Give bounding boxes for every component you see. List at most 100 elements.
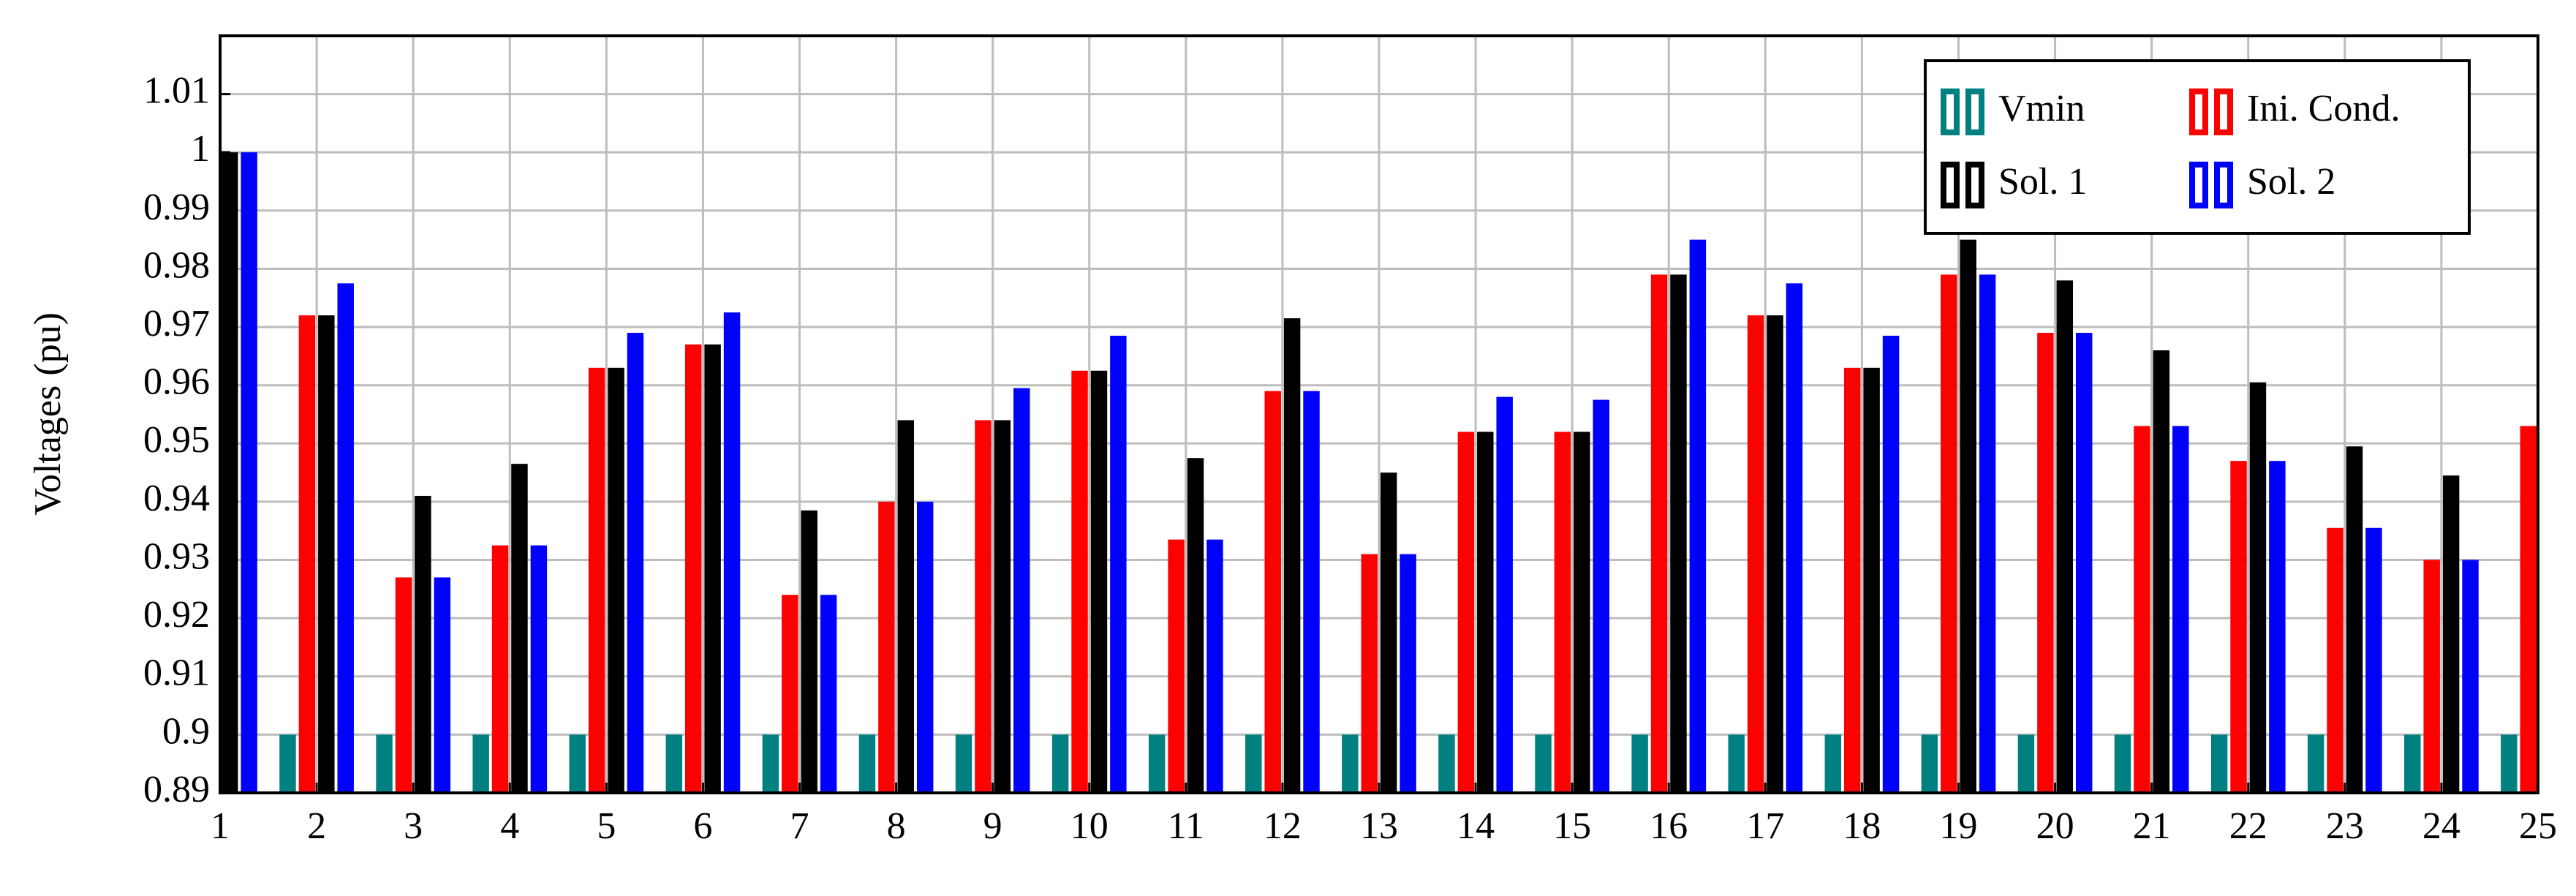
- bar: [2462, 560, 2479, 793]
- bar: [1110, 336, 1127, 793]
- x-tick-label: 4: [500, 805, 519, 847]
- bar: [337, 283, 354, 793]
- bar: [1631, 734, 1648, 793]
- x-tick-label: 10: [1070, 805, 1108, 847]
- bar: [221, 152, 238, 793]
- x-tick-label: 20: [2036, 805, 2074, 847]
- bar: [684, 344, 702, 793]
- bar: [2037, 333, 2054, 793]
- bar: [723, 312, 741, 793]
- bar: [2153, 350, 2170, 793]
- bar: [1071, 370, 1088, 793]
- bar: [820, 595, 837, 793]
- bar: [1767, 315, 1783, 793]
- bar: [782, 595, 798, 793]
- bar: [2172, 426, 2189, 793]
- bar: [2210, 734, 2228, 793]
- bar: [395, 577, 412, 793]
- bar: [858, 734, 876, 793]
- bar: [2230, 461, 2247, 793]
- bar: [1786, 283, 1803, 793]
- legend-icon: [2189, 89, 2208, 135]
- y-axis-label: Voltages (pu): [27, 312, 69, 516]
- y-tick-label: 0.89: [143, 769, 210, 810]
- bar: [1535, 734, 1552, 793]
- bar: [588, 367, 605, 793]
- x-tick-label: 8: [887, 805, 906, 847]
- bar: [1824, 734, 1842, 793]
- bar: [298, 315, 316, 793]
- bar: [2404, 734, 2421, 793]
- bar: [434, 577, 451, 793]
- x-tick-label: 13: [1360, 805, 1398, 847]
- bar: [2327, 527, 2343, 793]
- bar: [1148, 734, 1166, 793]
- y-tick-label: 0.94: [143, 478, 210, 519]
- bar: [955, 734, 972, 793]
- bar: [2365, 527, 2382, 793]
- legend-icon: [2214, 162, 2233, 208]
- bar: [1960, 239, 1976, 793]
- legend-label: Ini. Cond.: [2247, 88, 2400, 129]
- bar: [1593, 399, 1610, 793]
- bar: [2442, 475, 2460, 793]
- bars: [221, 152, 2556, 793]
- y-tick-label: 1: [191, 128, 210, 170]
- legend-icon: [1941, 162, 1960, 208]
- bar: [1941, 274, 1957, 793]
- legend-label: Vmin: [1998, 88, 2085, 129]
- bar: [2075, 333, 2093, 793]
- y-tick-label: 0.95: [143, 419, 210, 461]
- bar: [1090, 370, 1108, 793]
- x-tick-label: 12: [1264, 805, 1302, 847]
- bar: [801, 510, 817, 793]
- bar: [1496, 396, 1513, 793]
- x-tick-label: 17: [1746, 805, 1784, 847]
- bar: [1670, 274, 1687, 793]
- x-tick-label: 18: [1843, 805, 1881, 847]
- bar: [2346, 446, 2363, 793]
- x-tick-label: 21: [2133, 805, 2171, 847]
- bar: [1264, 391, 1281, 793]
- bar: [897, 420, 915, 793]
- bar: [1245, 734, 1262, 793]
- x-tick-label: 5: [597, 805, 616, 847]
- bar: [2423, 560, 2440, 793]
- y-tick-label: 0.96: [143, 361, 210, 403]
- bar: [1921, 734, 1938, 793]
- bar: [1863, 367, 1880, 793]
- bar: [1400, 554, 1416, 793]
- y-tick-label: 0.97: [143, 303, 210, 345]
- bar: [1574, 432, 1590, 793]
- bar: [1979, 274, 1996, 793]
- bar: [2269, 461, 2286, 793]
- legend-label: Sol. 2: [2247, 161, 2335, 203]
- x-tick-label: 7: [790, 805, 809, 847]
- bar: [975, 420, 992, 793]
- bar: [1013, 388, 1030, 793]
- x-tick-label: 6: [693, 805, 712, 847]
- legend-icon: [2214, 89, 2233, 135]
- bar: [318, 315, 335, 793]
- bar: [1843, 367, 1861, 793]
- bar: [1380, 473, 1397, 793]
- bar: [1747, 315, 1764, 793]
- x-tick-label: 15: [1553, 805, 1591, 847]
- bar: [878, 501, 895, 793]
- bar: [2539, 345, 2556, 793]
- bar: [491, 545, 509, 793]
- x-tick-label: 3: [404, 805, 423, 847]
- bar: [530, 545, 548, 793]
- x-tick-label: 25: [2519, 805, 2557, 847]
- bar: [1303, 391, 1320, 793]
- x-tick-label: 23: [2326, 805, 2364, 847]
- bar: [1477, 432, 1494, 793]
- bar: [1689, 239, 1707, 793]
- legend-icon: [1941, 89, 1960, 135]
- bar: [1728, 734, 1745, 793]
- bar: [2249, 382, 2267, 793]
- bar: [608, 367, 624, 793]
- bar: [1882, 336, 1900, 793]
- bar: [2501, 734, 2518, 793]
